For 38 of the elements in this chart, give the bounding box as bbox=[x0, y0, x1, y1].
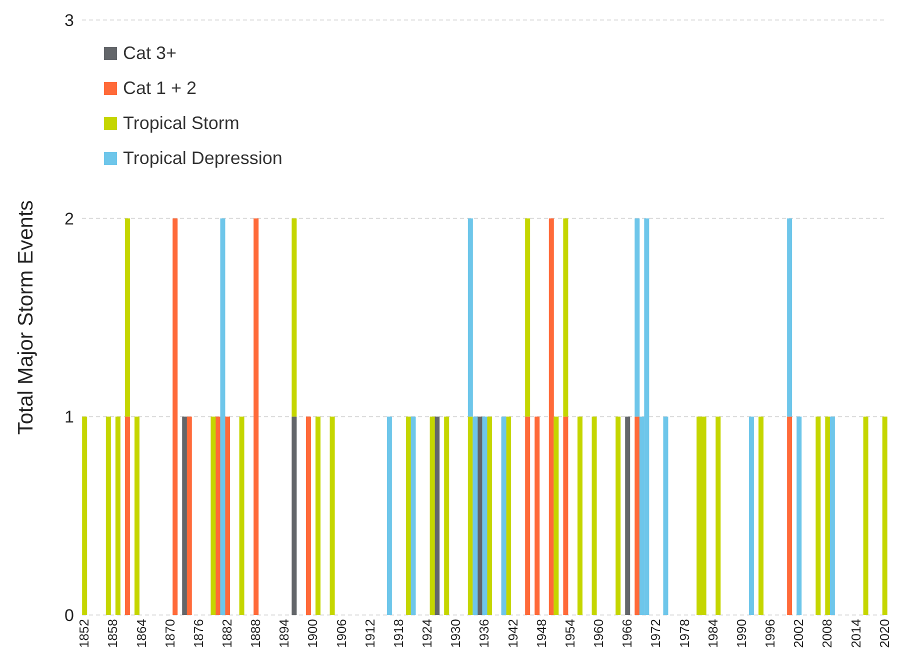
x-tick-label: 1876 bbox=[190, 619, 206, 648]
x-tick-label: 1888 bbox=[248, 619, 264, 648]
legend-label: Tropical Depression bbox=[123, 147, 282, 170]
x-tick-label: 2008 bbox=[820, 619, 835, 648]
x-tick-label: 1870 bbox=[162, 619, 178, 648]
x-tick-label: 1852 bbox=[76, 619, 92, 648]
x-tick-label: 1966 bbox=[620, 619, 635, 648]
legend-label: Cat 3+ bbox=[123, 42, 177, 65]
x-tick-label: 1894 bbox=[276, 619, 292, 648]
x-tick-label: 2002 bbox=[791, 619, 806, 648]
x-tick-label: 1942 bbox=[505, 619, 520, 648]
legend-label: Cat 1 + 2 bbox=[123, 77, 197, 100]
x-tick-label: 1924 bbox=[420, 619, 435, 648]
y-axis-title: Total Major Storm Events bbox=[14, 200, 38, 435]
x-tick-label: 1906 bbox=[334, 619, 349, 648]
x-tick-label: 1882 bbox=[220, 619, 235, 648]
x-tick-label: 1858 bbox=[105, 619, 120, 648]
y-tick-label: 0 bbox=[64, 606, 74, 626]
x-tick-label: 1984 bbox=[705, 619, 720, 648]
x-tick-label: 1936 bbox=[476, 619, 492, 648]
x-tick-label: 1990 bbox=[734, 619, 749, 648]
x-tick-label: 1954 bbox=[562, 619, 578, 648]
x-tick-label: 1972 bbox=[648, 619, 664, 648]
y-tick-label: 3 bbox=[64, 11, 74, 30]
x-tick-label: 1948 bbox=[534, 619, 549, 648]
x-tick-label: 2014 bbox=[848, 619, 864, 648]
legend-label: Tropical Storm bbox=[123, 112, 240, 135]
y-tick-label: 1 bbox=[64, 408, 74, 427]
x-tick-label: 1864 bbox=[134, 619, 149, 648]
x-tick-label: 1918 bbox=[390, 619, 406, 648]
x-tick-label: 1930 bbox=[448, 619, 464, 648]
x-tick-label: 2020 bbox=[876, 619, 892, 648]
x-tick-label: 1978 bbox=[676, 619, 692, 648]
x-tick-label: 1912 bbox=[362, 619, 378, 648]
y-tick-label: 2 bbox=[64, 209, 74, 228]
x-tick-label: 1960 bbox=[591, 619, 606, 648]
x-tick-label: 1996 bbox=[762, 619, 778, 648]
x-tick-label: 1900 bbox=[305, 619, 320, 648]
